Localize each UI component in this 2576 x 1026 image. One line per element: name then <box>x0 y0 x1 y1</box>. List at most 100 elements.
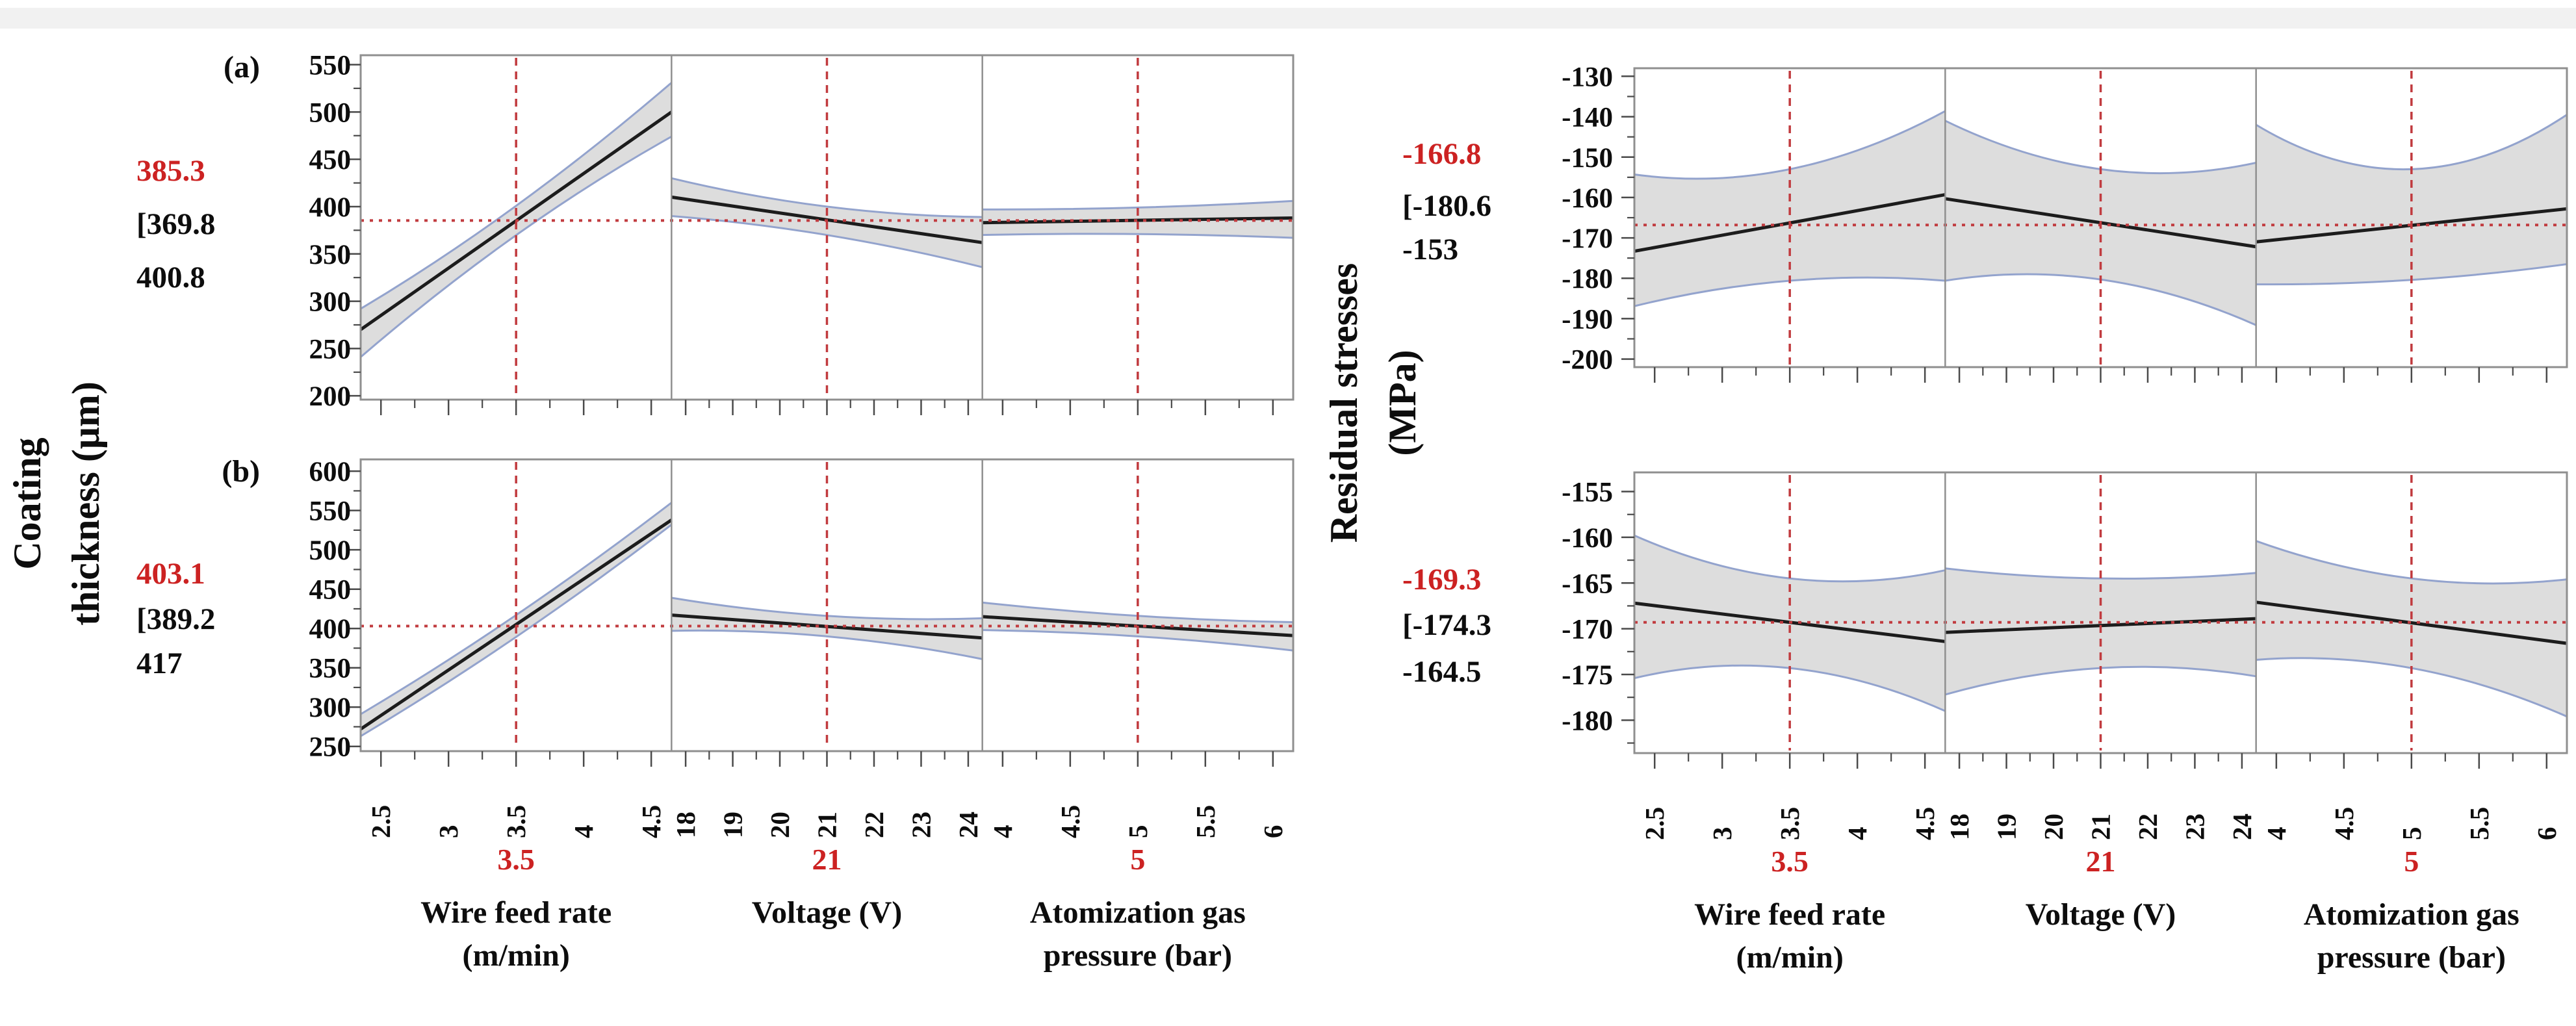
y-tick-label: -175 <box>1562 660 1613 691</box>
factor-title-line: (m/min) <box>463 938 570 973</box>
x-tick-label: 24 <box>953 812 983 838</box>
ci-high-value: 400.8 <box>136 261 205 294</box>
confidence-band-lower-edge <box>671 215 983 268</box>
x-tick-label: 5.5 <box>1191 805 1220 838</box>
x-tick-label: 21 <box>2086 814 2116 840</box>
x-tick-label: 6 <box>1258 825 1288 839</box>
factor-setting-value: 3.5 <box>497 843 535 876</box>
factor-title-line: Voltage (V) <box>752 895 903 930</box>
y-tick-label: -140 <box>1562 103 1613 133</box>
factor-setting-value: 3.5 <box>1771 845 1809 878</box>
prediction-value: 403.1 <box>136 557 205 591</box>
y-tick-label: 200 <box>309 381 352 412</box>
y-tick-label: 400 <box>309 614 352 645</box>
confidence-band-upper-edge <box>1945 567 2256 580</box>
y-tick-label: -200 <box>1562 345 1613 376</box>
figure-ylabel-line: Residual stresses <box>1322 263 1365 543</box>
x-tick-label: 18 <box>671 812 701 838</box>
confidence-band-lower-edge <box>982 233 1294 239</box>
factor-setting-value: 5 <box>2404 845 2419 878</box>
factor-setting-value: 5 <box>1130 843 1145 876</box>
factor-title-line: Wire feed rate <box>420 895 612 930</box>
x-tick-label: 22 <box>2133 814 2163 840</box>
panel-row: -200 -190 -180 -170 -160 -150 -140 -130 -166.8 [-… <box>1402 62 2568 383</box>
y-tick-label: -180 <box>1562 264 1613 294</box>
y-tick-label: -190 <box>1562 304 1613 335</box>
factor-title-line: pressure (bar) <box>2317 940 2506 975</box>
y-tick-label: -170 <box>1562 224 1613 254</box>
x-tick-label: 4.5 <box>636 805 666 838</box>
fit-line <box>359 519 673 731</box>
x-tick-label: 4.5 <box>2329 807 2359 840</box>
confidence-band-upper-edge <box>360 82 673 310</box>
confidence-band-upper-edge <box>1634 534 1946 583</box>
y-tick-label: -130 <box>1562 62 1613 92</box>
y-tick-label: -170 <box>1562 615 1613 645</box>
fit-line <box>2256 600 2568 645</box>
x-tick-label: 18 <box>1944 814 1974 840</box>
confidence-band-lower-edge <box>360 524 673 737</box>
ci-low-value: [-180.6 <box>1402 189 1491 223</box>
x-tick-label: 4 <box>988 825 1018 839</box>
ci-low-value: [-174.3 <box>1402 608 1491 642</box>
x-tick-label: 24 <box>2227 814 2257 840</box>
x-tick-label: 4 <box>2261 827 2291 841</box>
x-tick-label: 4.5 <box>1055 805 1085 838</box>
ci-low-value: [369.8 <box>136 207 215 241</box>
y-tick-label: 500 <box>309 535 352 566</box>
figure-coating-thickness: Coating thickness (μm) 200 250 300 350 400 450 5… <box>6 50 1294 973</box>
x-tick-label: 5.5 <box>2464 807 2494 840</box>
ci-low-value: [389.2 <box>136 602 215 636</box>
x-tick-label: 23 <box>906 812 936 838</box>
panel-row: 250 300 350 400 450 500 550 600 403.1 [389.2 417 (b… <box>136 454 1294 767</box>
y-tick-label: 550 <box>309 496 352 527</box>
ci-high-value: 417 <box>136 647 183 680</box>
y-tick-label: 450 <box>309 145 352 175</box>
y-tick-label: -165 <box>1562 569 1613 599</box>
figure-ylabel-line: thickness (μm) <box>64 381 107 626</box>
y-tick-label: 450 <box>309 575 352 606</box>
factor-title-line: Atomization gas <box>2304 897 2519 932</box>
x-tick-label: 3 <box>433 825 463 839</box>
panel-tag: (b) <box>222 454 260 489</box>
x-tick-label: 23 <box>2180 814 2209 840</box>
x-tick-label: 5 <box>2397 827 2427 841</box>
y-tick-label: 300 <box>309 287 352 318</box>
confidence-band-upper-edge <box>982 199 1294 211</box>
prediction-value: 385.3 <box>136 154 205 188</box>
x-tick-label: 19 <box>1992 814 2022 840</box>
y-tick-label: 300 <box>309 693 352 723</box>
x-tick-label: 3.5 <box>1775 807 1805 840</box>
factor-title-line: (m/min) <box>1736 940 1844 975</box>
factor-title-line: pressure (bar) <box>1044 938 1232 973</box>
factor-setting-value: 21 <box>2086 845 2116 878</box>
x-tick-label: 22 <box>859 812 889 838</box>
x-tick-label: 20 <box>765 812 795 838</box>
y-tick-label: -160 <box>1562 183 1613 214</box>
x-tick-label: 4 <box>1842 827 1872 841</box>
confidence-band-lower-edge <box>982 629 1294 652</box>
panel-tag: (a) <box>224 50 260 84</box>
factor-setting-value: 21 <box>812 843 842 876</box>
y-tick-label: -180 <box>1562 706 1613 736</box>
x-tick-label: 6 <box>2532 827 2562 841</box>
panel-row: -180 -175 -170 -165 -160 -155 -169.3 [-174.3 -16… <box>1402 471 2568 769</box>
figure-ylabel-line: Coating <box>6 437 49 569</box>
top-strip <box>0 8 2576 29</box>
x-tick-label: 19 <box>718 812 748 838</box>
y-tick-label: 250 <box>309 732 352 763</box>
ci-high-value: -164.5 <box>1402 655 1481 689</box>
x-tick-label: 5 <box>1123 825 1153 839</box>
y-tick-label: 350 <box>309 654 352 684</box>
figure-residual-stresses: Residual stresses (MPa) -200-190-180-170-1… <box>1322 62 2568 975</box>
panel-row: 200 250 300 350 400 450 500 550 385.3 [369.8 400.8… <box>136 50 1294 415</box>
x-tick-label: 2.5 <box>1640 807 1669 840</box>
confidence-band-lower-edge <box>360 135 673 358</box>
factor-title-line: Voltage (V) <box>2026 897 2176 932</box>
y-tick-label: 350 <box>309 240 352 270</box>
y-tick-label: 250 <box>309 334 352 365</box>
y-tick-label: 400 <box>309 192 352 223</box>
y-tick-label: -160 <box>1562 523 1613 554</box>
